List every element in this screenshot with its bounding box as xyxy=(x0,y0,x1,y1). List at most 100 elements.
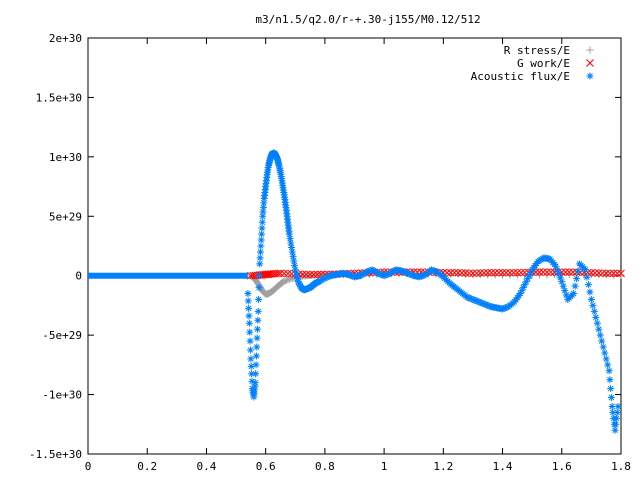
point-2-48 xyxy=(374,269,382,277)
point-interp-2 xyxy=(595,325,603,333)
point-interp-2 xyxy=(470,296,478,304)
x-tick-label: 1.2 xyxy=(433,460,453,473)
point-2-57 xyxy=(427,266,435,274)
point-interp-2 xyxy=(256,254,264,262)
point-interp-2 xyxy=(383,271,391,279)
point-2-7 xyxy=(254,307,262,315)
point-interp-1 xyxy=(461,269,470,277)
point-2-83 xyxy=(581,266,589,274)
legend-marker xyxy=(586,46,594,54)
point-interp-1 xyxy=(298,270,307,279)
point-2-85 xyxy=(593,319,601,327)
point-interp-1 xyxy=(280,269,289,278)
point-1-26 xyxy=(602,269,611,278)
point-interp-2 xyxy=(324,273,332,281)
point-interp-2 xyxy=(478,299,486,307)
point-interp-2 xyxy=(467,295,475,303)
point-interp-2 xyxy=(586,288,594,296)
point-interp-2 xyxy=(609,408,617,416)
point-interp-2 xyxy=(518,287,526,295)
point-2-78 xyxy=(552,262,560,270)
point-interp-2 xyxy=(259,208,267,216)
point-interp-2 xyxy=(257,242,265,250)
point-2-5 xyxy=(251,379,259,387)
point-interp-2 xyxy=(260,199,268,207)
point-1-17 xyxy=(469,269,477,278)
point-interp-0 xyxy=(281,277,289,285)
point-2-46 xyxy=(362,268,370,276)
point-interp-2 xyxy=(589,301,597,309)
point-1-27 xyxy=(617,269,625,278)
point-interp-2 xyxy=(502,304,510,312)
plot-frame xyxy=(87,37,622,455)
point-interp-1 xyxy=(480,269,488,277)
point-interp-1 xyxy=(591,269,599,277)
point-2-87 xyxy=(605,367,613,375)
point-interp-2 xyxy=(365,267,373,275)
point-interp-2 xyxy=(598,337,606,345)
series-2 xyxy=(244,149,622,434)
point-interp-1 xyxy=(546,268,555,277)
point-interp-2 xyxy=(573,275,581,283)
point-2-8 xyxy=(256,260,264,268)
legend-label: Acoustic flux/E xyxy=(471,70,570,83)
point-interp-2 xyxy=(571,282,579,290)
point-interp-2 xyxy=(258,230,266,238)
point-interp-2 xyxy=(519,284,527,292)
x-tick-label: 1.8 xyxy=(611,460,631,473)
point-interp-1 xyxy=(565,268,574,277)
point-1-6 xyxy=(306,270,314,279)
point-interp-1 xyxy=(472,269,481,278)
point-interp-2 xyxy=(612,420,620,428)
x-tick-label: 1 xyxy=(381,460,388,473)
point-interp-2 xyxy=(420,271,428,279)
point-2-55 xyxy=(416,273,424,281)
point-2-10 xyxy=(259,212,267,220)
point-interp-2 xyxy=(290,257,298,265)
point-interp-1 xyxy=(502,268,511,277)
point-interp-2 xyxy=(561,287,569,295)
point-2-90 xyxy=(614,402,622,410)
point-interp-2 xyxy=(472,297,480,305)
axes: 0 0.2 0.4 0.6 0.8 1 1.2 1.4 1.6 1.8 -1.5e+30 -1e+30… xyxy=(29,32,631,473)
point-interp-2 xyxy=(590,307,598,315)
point-interp-2 xyxy=(553,266,561,274)
point-interp-2 xyxy=(385,270,393,278)
point-interp-2 xyxy=(419,272,427,280)
point-2-29 xyxy=(288,248,296,256)
point-interp-1 xyxy=(535,268,544,277)
point-interp-2 xyxy=(559,282,567,290)
point-interp-1 xyxy=(594,269,603,277)
point-interp-2 xyxy=(248,377,256,385)
point-interp-2 xyxy=(247,362,255,370)
point-2-4 xyxy=(250,393,258,401)
point-1-22 xyxy=(543,268,551,277)
point-2-86 xyxy=(599,343,607,351)
point-interp-2 xyxy=(377,271,385,279)
point-interp-2 xyxy=(476,298,484,306)
point-2-39 xyxy=(321,274,329,282)
point-interp-2 xyxy=(405,270,413,278)
point-interp-1 xyxy=(313,270,322,279)
point-interp-1 xyxy=(491,268,500,277)
point-interp-2 xyxy=(376,270,384,278)
point-2-0 xyxy=(244,290,252,298)
legend-marker xyxy=(586,72,594,80)
point-2-1 xyxy=(245,319,253,327)
point-interp-1 xyxy=(487,268,496,277)
point-interp-2 xyxy=(382,271,390,279)
point-interp-1 xyxy=(561,268,570,277)
point-interp-2 xyxy=(607,394,615,402)
y-tick-label: 5e+29 xyxy=(49,210,82,223)
point-interp-2 xyxy=(555,270,563,278)
point-interp-2 xyxy=(556,274,564,282)
point-interp-2 xyxy=(401,268,409,276)
point-interp-2 xyxy=(346,271,354,279)
point-2-2 xyxy=(247,355,255,363)
point-interp-0 xyxy=(282,276,290,284)
point-interp-2 xyxy=(252,361,260,369)
point-2-6 xyxy=(253,343,261,351)
point-interp-2 xyxy=(527,269,535,277)
point-interp-1 xyxy=(569,268,577,277)
point-interp-2 xyxy=(287,239,295,247)
